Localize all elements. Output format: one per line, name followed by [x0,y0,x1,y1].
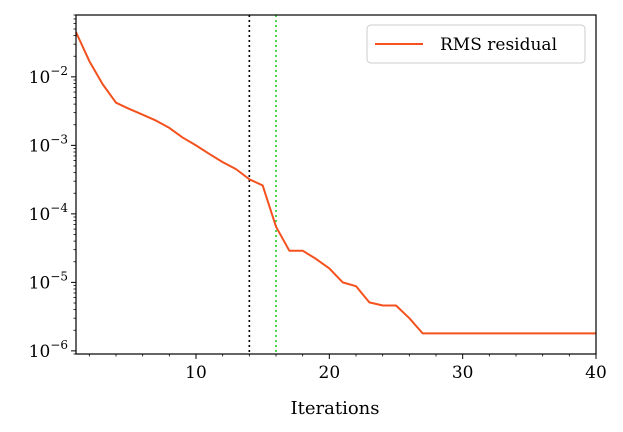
y-tick-label: 10−5 [29,269,68,293]
legend: RMS residual [366,24,586,64]
x-tick-label: 30 [452,363,474,383]
plot-area [75,15,597,354]
y-tick-label: 10−2 [29,64,68,88]
series-line-0 [75,31,596,335]
y-tick-label: 10−4 [29,201,69,225]
y-tick-label: 10−6 [29,338,68,362]
axes-frame [75,14,597,355]
axes: 10 20 30 40 10−6 10−5 10−4 10−3 10−2 [29,14,607,383]
legend-box [366,24,586,64]
legend-label: RMS residual [440,35,557,55]
x-tick-label: 20 [319,363,341,383]
x-tick-label: 10 [185,363,207,383]
x-tick-label: 40 [585,363,607,383]
x-axis-label: Iterations [291,398,380,419]
y-tick-label: 10−3 [29,132,68,156]
